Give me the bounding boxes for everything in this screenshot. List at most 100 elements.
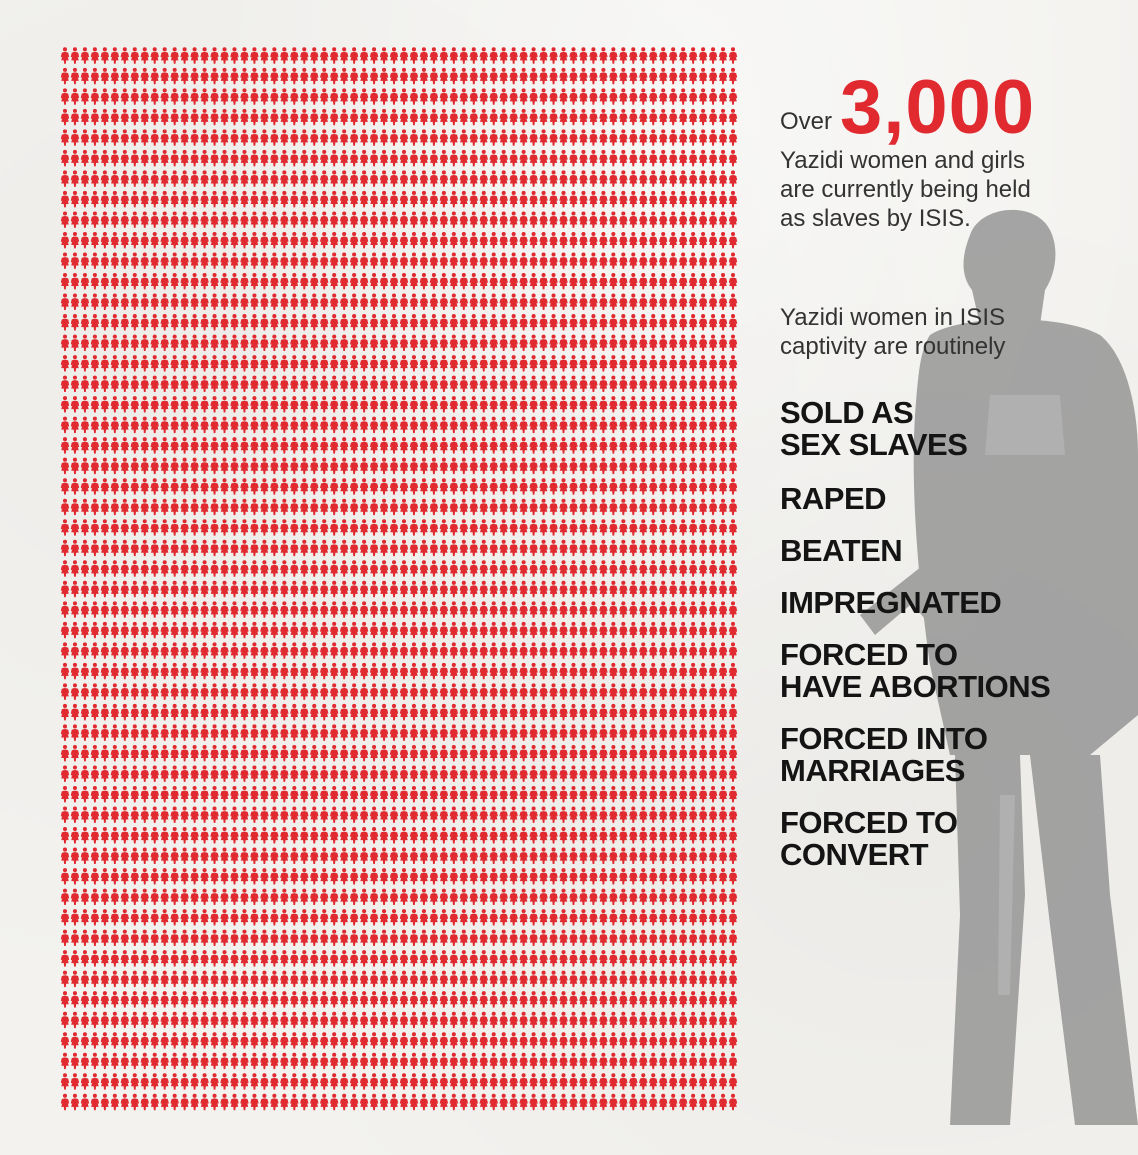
person-figure-icon <box>389 662 399 680</box>
person-figure-icon <box>230 539 239 557</box>
person-figure-icon <box>539 827 548 844</box>
person-figure-icon <box>369 1093 379 1111</box>
person-figure-icon <box>698 190 708 208</box>
person-figure-icon <box>658 396 668 413</box>
person-figure-icon <box>130 1093 140 1111</box>
person-figure-icon <box>599 47 608 64</box>
person-figure-icon <box>319 724 329 741</box>
person-figure-icon <box>110 580 120 598</box>
person-figure-icon <box>559 129 568 146</box>
person-figure-icon <box>200 642 209 659</box>
person-figure-icon <box>419 498 429 516</box>
person-figure-icon <box>459 662 469 680</box>
person-figure-icon <box>609 991 618 1008</box>
person-figure-icon <box>230 416 239 434</box>
person-figure-icon <box>459 334 469 351</box>
person-figure-icon <box>90 478 100 495</box>
person-figure-icon <box>160 662 169 680</box>
person-figure-icon <box>230 108 239 126</box>
person-figure-icon <box>60 683 70 700</box>
person-figure-icon <box>130 991 140 1008</box>
person-figure-icon <box>220 314 229 331</box>
person-figure-icon <box>260 457 269 475</box>
person-figure-icon <box>190 991 199 1008</box>
person-figure-icon <box>639 478 648 495</box>
person-figure-icon <box>599 909 608 926</box>
person-figure-icon <box>678 190 688 208</box>
person-figure-icon <box>728 744 738 762</box>
person-figure-icon <box>170 478 179 495</box>
person-figure-icon <box>140 252 149 269</box>
person-figure-icon <box>399 806 409 823</box>
person-figure-icon <box>100 806 110 823</box>
person-figure-icon <box>569 601 578 618</box>
person-figure-icon <box>90 560 100 577</box>
person-figure-icon <box>589 47 598 64</box>
person-figure-icon <box>200 950 209 967</box>
person-figure-icon <box>339 560 349 577</box>
person-figure-icon <box>658 929 668 947</box>
person-figure-icon <box>589 334 598 351</box>
person-figure-icon <box>708 1073 718 1090</box>
person-figure-icon <box>668 1093 678 1111</box>
person-figure-icon <box>319 170 329 187</box>
person-figure-icon <box>110 724 120 741</box>
person-figure-icon <box>429 560 439 577</box>
person-figure-icon <box>210 170 219 187</box>
person-figure-icon <box>579 950 588 967</box>
person-figure-icon <box>280 642 289 659</box>
person-figure-icon <box>319 909 329 926</box>
person-figure-icon <box>240 211 249 228</box>
person-figure-icon <box>270 211 279 228</box>
person-figure-icon <box>718 437 728 454</box>
person-figure-icon <box>639 355 648 372</box>
person-figure-icon <box>110 231 120 249</box>
person-figure-icon <box>210 396 219 413</box>
person-figure-icon <box>688 683 698 700</box>
person-figure-icon <box>329 621 339 639</box>
person-figure-icon <box>708 847 718 864</box>
stat-description-line: as slaves by ISIS. <box>780 205 971 232</box>
person-figure-icon <box>569 478 578 495</box>
person-figure-icon <box>489 929 498 947</box>
person-figure-icon <box>230 560 239 577</box>
person-figure-icon <box>449 683 459 700</box>
person-figure-icon <box>678 375 688 393</box>
person-figure-icon <box>140 1052 149 1070</box>
person-figure-icon <box>509 273 518 290</box>
abuse-item-line: RAPED <box>780 481 887 516</box>
person-figure-icon <box>489 991 498 1008</box>
person-figure-icon <box>280 806 289 823</box>
abuse-item: FORCED TO HAVE ABORTIONS <box>780 639 1110 703</box>
person-figure-icon <box>170 909 179 926</box>
person-figure-icon <box>688 47 698 64</box>
person-figure-icon <box>160 888 169 906</box>
person-figure-icon <box>140 765 149 782</box>
person-figure-icon <box>359 457 369 475</box>
person-figure-icon <box>150 991 159 1008</box>
person-figure-icon <box>579 785 588 803</box>
person-figure-icon <box>619 683 628 700</box>
person-figure-icon <box>449 190 459 208</box>
person-figure-icon <box>329 909 339 926</box>
person-figure-icon <box>270 827 279 844</box>
person-figure-icon <box>110 662 120 680</box>
person-figure-icon <box>629 478 638 495</box>
person-figure-icon <box>619 765 628 782</box>
person-figure-icon <box>60 970 70 988</box>
person-figure-icon <box>90 868 100 885</box>
person-figure-icon <box>250 211 259 228</box>
person-figure-icon <box>130 580 140 598</box>
person-figure-icon <box>80 211 90 228</box>
person-figure-icon <box>539 744 548 762</box>
person-figure-icon <box>629 560 638 577</box>
person-figure-icon <box>180 991 189 1008</box>
person-figure-icon <box>529 909 538 926</box>
person-figure-icon <box>160 847 169 864</box>
person-figure-icon <box>668 888 678 906</box>
person-figure-icon <box>559 621 568 639</box>
person-figure-icon <box>599 560 608 577</box>
person-figure-icon <box>260 601 269 618</box>
person-figure-icon <box>200 519 209 536</box>
person-figure-icon <box>389 744 399 762</box>
